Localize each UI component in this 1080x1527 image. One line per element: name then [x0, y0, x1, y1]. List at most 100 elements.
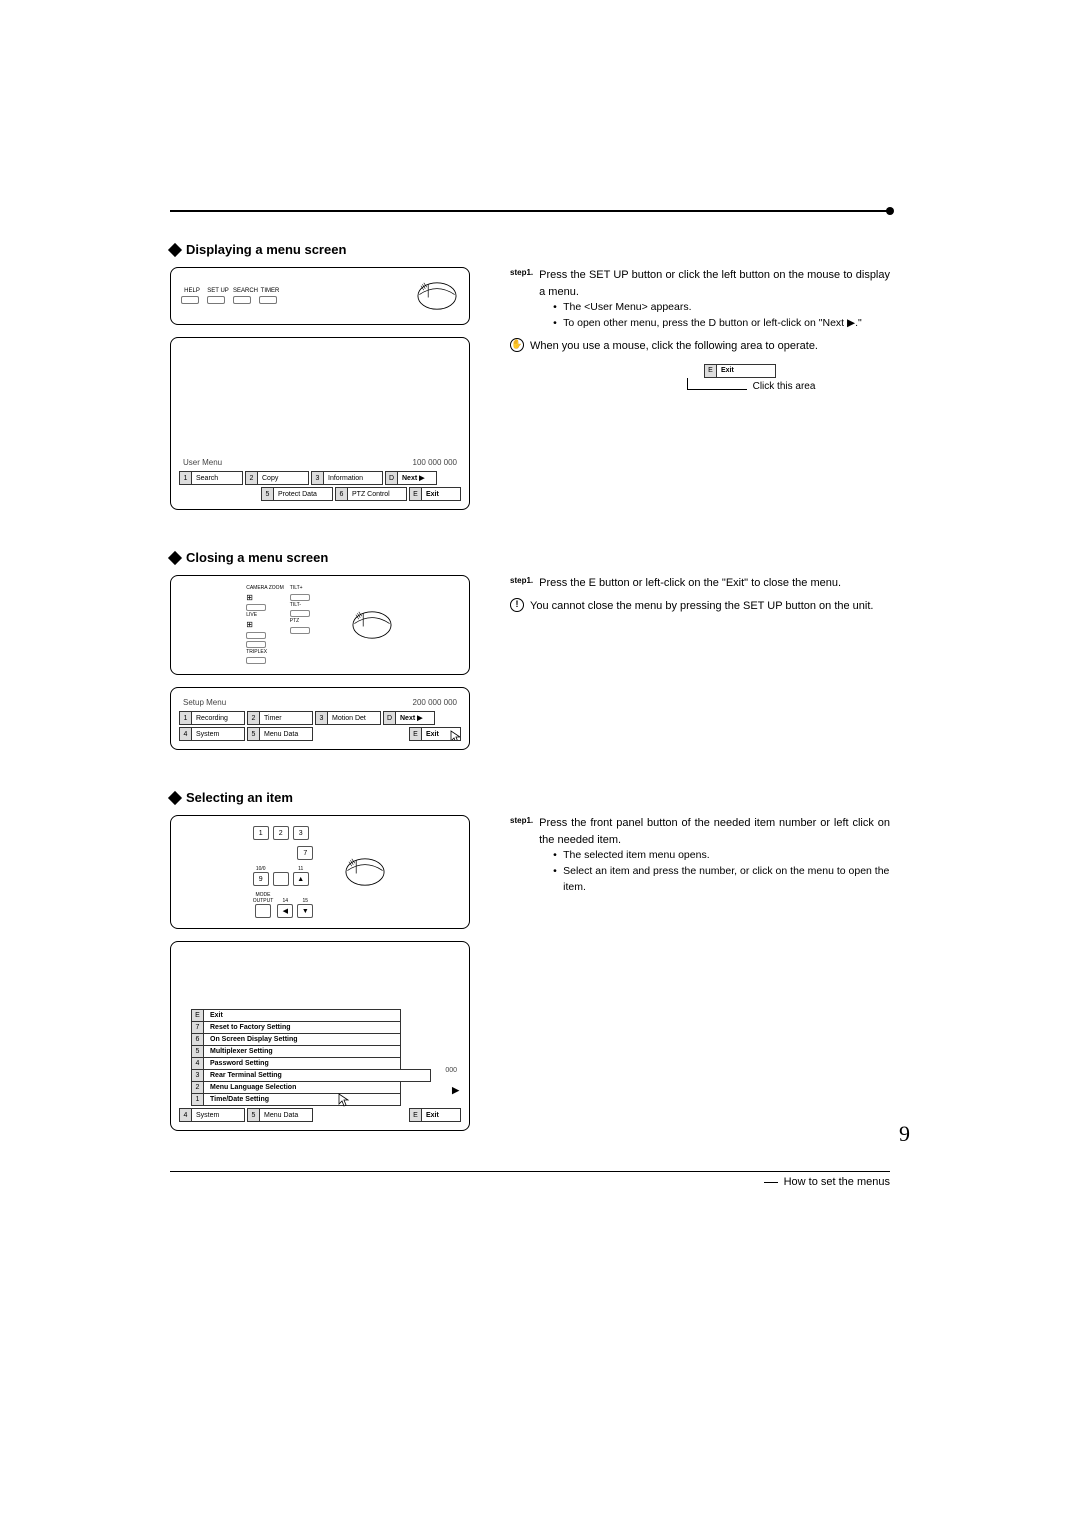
- menu-button[interactable]: 3Motion Det: [315, 711, 381, 725]
- step-label: step1.: [510, 815, 533, 895]
- sub-item: The selected item menu opens.: [553, 848, 890, 864]
- key: 7: [297, 846, 313, 860]
- exit-button[interactable]: EExit: [409, 1108, 461, 1122]
- side-panel-illustration: CAMERA ZOOM ⊞ LIVE ⊞ TRIPLEX TILT+ TILT-…: [170, 575, 470, 675]
- lbl: CAMERA ZOOM: [246, 586, 284, 592]
- key: ▲: [293, 872, 309, 886]
- system-list: EExit 7Reset to Factory Setting 6On Scre…: [191, 1009, 401, 1106]
- menu-button[interactable]: DNext ▶: [385, 471, 437, 485]
- setup-menu-box: Setup Menu 200 000 000 1Recording 2Timer…: [170, 687, 470, 750]
- note: ✋ When you use a mouse, click the follow…: [510, 338, 890, 355]
- menu-button[interactable]: 3Information: [311, 471, 383, 485]
- key: 9: [253, 872, 269, 886]
- buttons-illustration: HELP SET UP SEARCH TIMER: [170, 267, 470, 325]
- info-icon: !: [510, 598, 524, 612]
- menu-title: Setup Menu: [183, 698, 226, 707]
- side-buttons: CAMERA ZOOM ⊞ LIVE ⊞ TRIPLEX: [246, 586, 284, 664]
- btn-label: TIMER: [261, 288, 280, 294]
- step-1: step1. Press the front panel button of t…: [510, 815, 890, 895]
- btn-label: SET UP: [207, 288, 229, 294]
- note-text: You cannot close the menu by pressing th…: [530, 598, 890, 615]
- menu-button[interactable]: 1Search: [179, 471, 243, 485]
- step-label: step1.: [510, 575, 533, 592]
- system-menu-box: EExit 7Reset to Factory Setting 6On Scre…: [170, 941, 470, 1131]
- section-selecting: Selecting an item 1 2 3 7 10: [170, 790, 890, 1131]
- sub-item: The <User Menu> appears.: [553, 300, 890, 316]
- lbl: TRIPLEX: [246, 650, 284, 656]
- note: ! You cannot close the menu by pressing …: [510, 598, 890, 615]
- menu-row: 1Search 2Copy 3Information DNext ▶: [179, 471, 461, 485]
- top-rule: [170, 210, 890, 212]
- menu-button[interactable]: 1Recording: [179, 711, 245, 725]
- key: ▼: [297, 904, 313, 918]
- menu-button[interactable]: 6PTZ Control: [335, 487, 407, 501]
- key: 2: [273, 826, 289, 840]
- note-icon: ✋: [510, 338, 524, 352]
- exit-callout: E Exit Click this area: [590, 364, 890, 390]
- list-item[interactable]: 1Time/Date Setting: [191, 1093, 401, 1106]
- menu-button[interactable]: EExit: [409, 487, 461, 501]
- key: [255, 904, 271, 918]
- section-closing: Closing a menu screen CAMERA ZOOM ⊞ LIVE…: [170, 550, 890, 750]
- menu-button[interactable]: 5Menu Data: [247, 1108, 313, 1122]
- section-title: Closing a menu screen: [186, 550, 328, 565]
- step-1: step1. Press the E button or left-click …: [510, 575, 890, 592]
- menu-button[interactable]: 2Copy: [245, 471, 309, 485]
- step-text: Press the SET UP button or click the lef…: [539, 269, 890, 298]
- menu-button[interactable]: 5Menu Data: [247, 727, 313, 741]
- step-1: step1. Press the SET UP button or click …: [510, 267, 890, 332]
- menu-button[interactable]: DNext ▶: [383, 711, 435, 725]
- mouse-icon: [343, 854, 387, 890]
- lbl: LIVE: [246, 613, 284, 619]
- callout-label: Click this area: [753, 379, 816, 394]
- page-number: 9: [899, 1121, 910, 1147]
- sub-item: To open other menu, press the D button o…: [553, 316, 890, 332]
- side-buttons2: TILT+ TILT- PTZ: [290, 586, 310, 634]
- step-text: Press the E button or left-click on the …: [539, 575, 890, 592]
- menu-button[interactable]: 4System: [179, 1108, 245, 1122]
- step-sublist: The <User Menu> appears. To open other m…: [539, 300, 890, 332]
- step-text: Press the front panel button of the need…: [539, 817, 890, 846]
- diamond-icon: [168, 550, 182, 564]
- sub-item: Select an item and press the number, or …: [553, 864, 890, 896]
- diamond-icon: [168, 791, 182, 805]
- exit-button[interactable]: E Exit: [409, 727, 461, 741]
- cursor-icon: [338, 1093, 350, 1107]
- section-title: Displaying a menu screen: [186, 242, 346, 257]
- key: [273, 872, 289, 886]
- keypad-illustration: 1 2 3 7 10/09 11▲ MODE: [170, 815, 470, 929]
- key: 1: [253, 826, 269, 840]
- footer-text: How to set the menus: [784, 1176, 890, 1188]
- lbl: TILT-: [290, 603, 310, 609]
- user-menu-box: User Menu 100 000 000 1Search 2Copy 3Inf…: [170, 337, 470, 510]
- menu-row: 1Recording 2Timer 3Motion Det DNext ▶: [179, 711, 461, 725]
- menu-title: User Menu: [183, 458, 222, 467]
- mouse-icon: [415, 278, 459, 314]
- next-arrow-icon: ▶: [452, 1085, 459, 1096]
- key: ◀: [277, 904, 293, 918]
- counter: 200 000 000: [413, 698, 458, 707]
- counter: 100 000 000: [413, 458, 458, 467]
- menu-row: 4System 5Menu Data E Exit: [179, 727, 461, 741]
- key: 3: [293, 826, 309, 840]
- menu-button[interactable]: 2Timer: [247, 711, 313, 725]
- step-label: step1.: [510, 267, 533, 332]
- section-displaying: Displaying a menu screen HELP SET UP SEA…: [170, 242, 890, 510]
- keypad: 1 2 3 7 10/09 11▲ MODE: [253, 826, 314, 918]
- lbl: PTZ: [290, 619, 310, 625]
- exit-button-sample[interactable]: E Exit: [704, 364, 776, 378]
- keylabel: MODE OUTPUT: [253, 892, 274, 904]
- diamond-icon: [168, 242, 182, 256]
- menu-button[interactable]: 4System: [179, 727, 245, 741]
- menu-row: 5Protect Data 6PTZ Control EExit: [179, 487, 461, 501]
- note-text: When you use a mouse, click the followin…: [530, 338, 890, 355]
- btn-label: SEARCH: [233, 288, 258, 294]
- mouse-icon: [350, 607, 394, 643]
- cursor-icon: [450, 730, 461, 741]
- section-title: Selecting an item: [186, 790, 293, 805]
- bottom-row: 4System 5Menu Data EExit: [179, 1108, 461, 1122]
- counter: 000: [445, 1067, 457, 1074]
- btn-label: HELP: [184, 288, 200, 294]
- menu-button[interactable]: 5Protect Data: [261, 487, 333, 501]
- lbl: TILT+: [290, 586, 310, 592]
